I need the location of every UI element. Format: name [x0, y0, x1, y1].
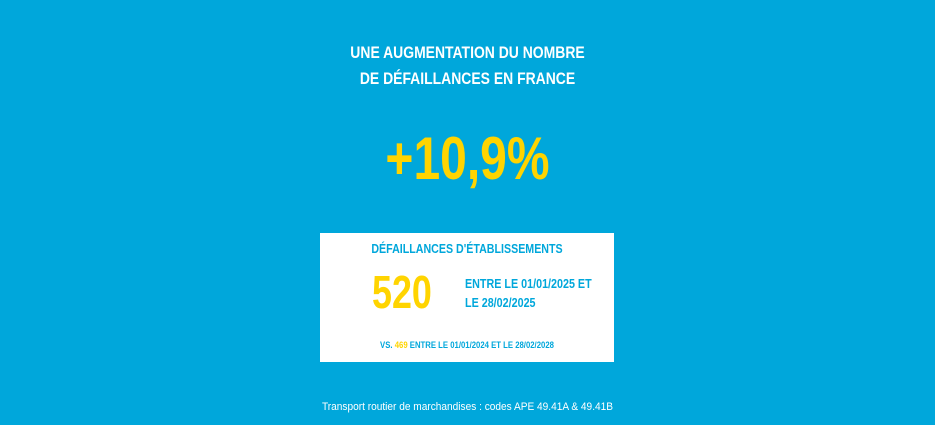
headline-line-2: DE DÉFAILLANCES EN FRANCE [359, 69, 576, 88]
card-date-range-line-1: ENTRE LE 01/01/2025 ET [465, 277, 592, 291]
footnote: Transport routier de marchandises : code… [321, 401, 614, 413]
card-date-range: ENTRE LE 01/01/2025 ET LE 28/02/2025 [465, 275, 592, 313]
stat-card: DÉFAILLANCES D'ÉTABLISSEMENTS 520 ENTRE … [320, 233, 614, 362]
big-stat-percentage: +10,9% [385, 125, 550, 192]
comparison-value: 469 [394, 340, 408, 350]
card-number: 520 [372, 266, 432, 318]
card-date-range-line-2: LE 28/02/2025 [465, 296, 536, 310]
comparison-suffix: ENTRE LE 01/01/2024 ET LE 28/02/2028 [409, 340, 554, 350]
headline-line-1: UNE AUGMENTATION DU NOMBRE [350, 43, 585, 62]
card-title: DÉFAILLANCES D'ÉTABLISSEMENTS [371, 241, 563, 256]
card-comparison: VS. 469 ENTRE LE 01/01/2024 ET LE 28/02/… [341, 339, 594, 351]
comparison-prefix: VS. [380, 340, 393, 350]
headline: UNE AUGMENTATION DU NOMBRE DE DÉFAILLANC… [84, 40, 851, 92]
